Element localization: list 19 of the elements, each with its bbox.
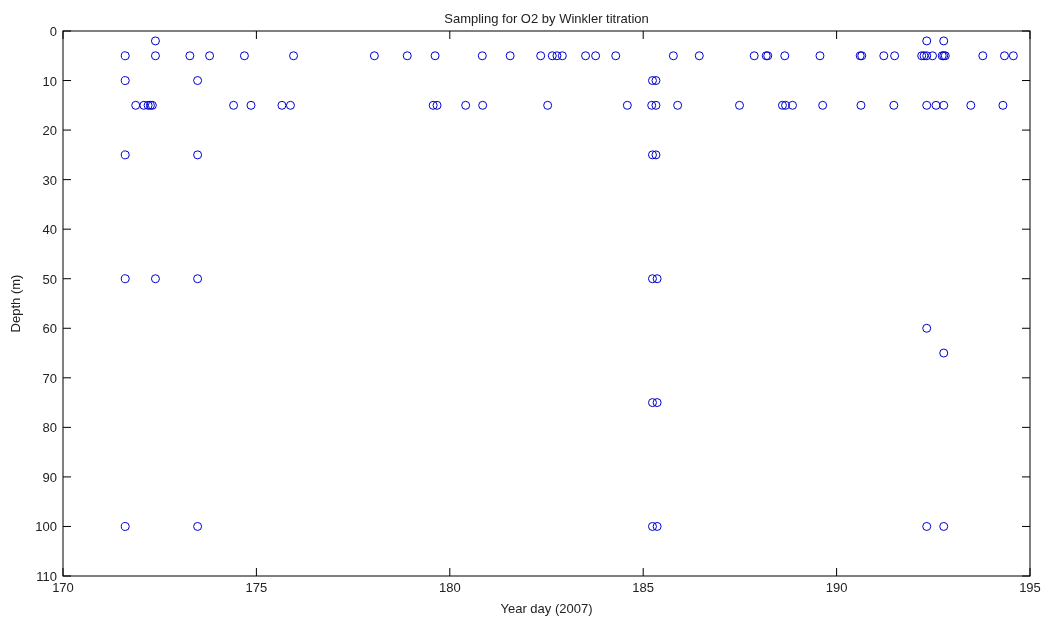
y-axis-title: Depth (m) (8, 274, 23, 333)
y-tick-label: 80 (42, 420, 57, 436)
y-tick-label: 0 (49, 24, 57, 39)
y-tick-label: 70 (42, 370, 57, 386)
x-axis-title: Year day (2007) (500, 601, 593, 616)
y-tick-label: 10 (42, 73, 57, 89)
y-tick-label: 50 (42, 271, 57, 287)
x-tick-label: 185 (632, 580, 655, 595)
x-tick-label: 190 (825, 580, 848, 595)
y-tick-label: 30 (42, 172, 57, 188)
chart-title: Sampling for O2 by Winkler titration (444, 11, 649, 26)
x-tick-label: 195 (1019, 580, 1041, 595)
x-tick-label: 180 (438, 580, 461, 595)
y-tick-label: 40 (42, 222, 57, 238)
y-tick-label: 60 (42, 321, 57, 337)
y-tick-label: 90 (42, 469, 57, 485)
y-tick-label: 100 (35, 519, 57, 535)
x-tick-label: 175 (245, 580, 268, 595)
y-tick-label: 20 (42, 123, 57, 139)
